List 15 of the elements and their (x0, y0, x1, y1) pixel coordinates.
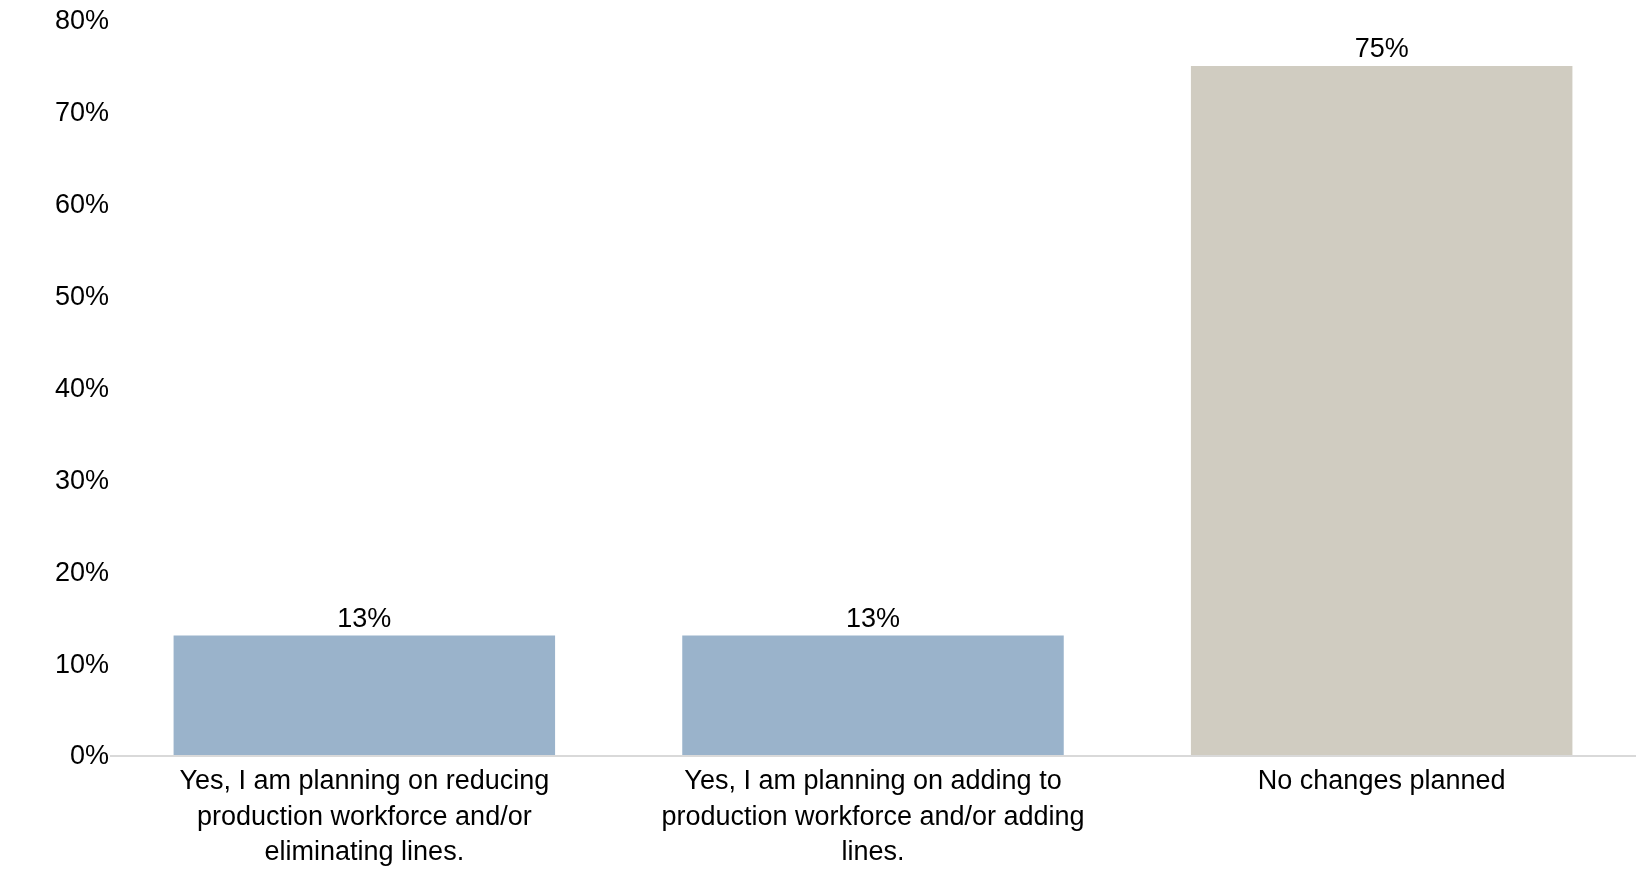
x-tick-label: Yes, I am planning on adding to production workforce and/or adding lines. (661, 765, 1085, 866)
x-tick-label: No changes planned (1257, 765, 1506, 796)
data-label: 13% (845, 602, 901, 633)
y-tick-label: 80% (54, 5, 109, 36)
y-tick-label: 0% (69, 740, 109, 771)
y-tick-label: 60% (54, 189, 109, 220)
x-tick-label: Yes, I am planning on reducing production workforce and/or eliminating lines. (179, 765, 550, 866)
y-tick-label: 20% (54, 556, 109, 587)
y-tick-label: 50% (54, 281, 109, 312)
data-label: 75% (1354, 32, 1409, 63)
y-tick-label: 10% (54, 648, 109, 679)
y-tick-label: 30% (54, 464, 109, 495)
y-tick-label: 40% (54, 372, 109, 403)
y-tick-label: 70% (54, 97, 109, 128)
data-label: 13% (337, 602, 392, 633)
